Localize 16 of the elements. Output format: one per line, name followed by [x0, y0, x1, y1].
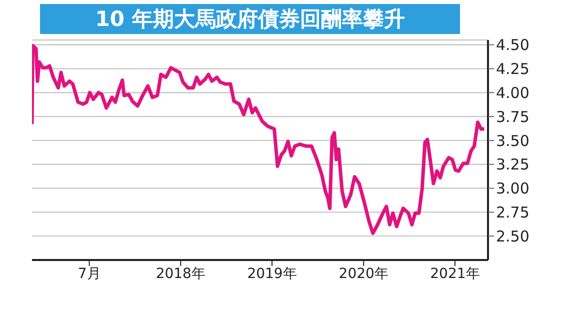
chart-title: 10 年期大馬政府債券回酬率攀升	[40, 4, 460, 34]
line-series	[32, 44, 486, 235]
x-tick-label: 2021年	[430, 266, 480, 282]
x-tick-label: 7月	[78, 266, 101, 282]
y-tick-label: 2.50	[496, 227, 530, 246]
x-tick-label: 2018年	[156, 266, 206, 282]
y-tick-label: 2.75	[496, 204, 530, 222]
x-tick-label: 2020年	[338, 266, 388, 282]
y-tick-label: 3.50	[496, 132, 530, 150]
y-tick-label: 4.50	[496, 36, 530, 54]
y-tick-label: 3.25	[496, 156, 530, 174]
y-tick-label: 3.75	[496, 108, 530, 126]
y-tick-label: 3.00	[496, 180, 530, 198]
x-tick-label: 2019年	[247, 266, 297, 282]
y-tick-label: 4.00	[496, 84, 530, 102]
y-tick-label: 4.25	[496, 60, 530, 78]
